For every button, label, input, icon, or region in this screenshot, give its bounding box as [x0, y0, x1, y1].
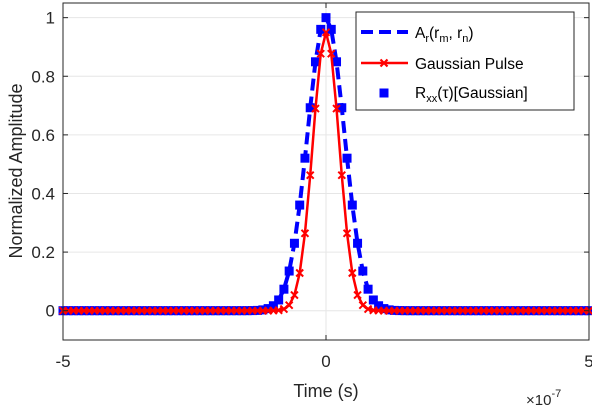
series-rxx-marker-54 [342, 153, 352, 163]
legend-label-ar: Ar(rm, rn) [415, 25, 474, 45]
series-gaussian-marker-51 [327, 49, 336, 58]
series-rxx-marker-52 [332, 57, 342, 67]
series-gaussian-marker-54 [342, 229, 352, 238]
series-gaussian-marker-52 [332, 104, 341, 113]
series-rxx-marker-43 [284, 266, 294, 276]
series-gaussian-marker-47 [306, 170, 315, 180]
series-rxx-marker-61 [379, 304, 389, 314]
series-rxx-marker-53 [337, 103, 347, 113]
series-rxx-marker-46 [300, 153, 310, 163]
series-rxx-marker-44 [289, 238, 299, 248]
series-gaussian-marker-56 [353, 290, 362, 300]
y-tick-label-3: 0.6 [31, 126, 55, 145]
x-tick-label-2: 5 [584, 352, 592, 371]
series-gaussian-marker-49 [316, 49, 325, 58]
series-gaussian-marker-46 [300, 229, 310, 238]
series-rxx-marker-48 [310, 57, 320, 67]
series-rxx-marker-42 [279, 284, 289, 294]
series-rxx-marker-56 [353, 238, 363, 248]
series-rxx-marker-57 [358, 266, 368, 276]
ticks: -5 0 5 0 0.2 0.4 0.6 0.8 1 [31, 3, 592, 371]
series-rxx-marker-55 [347, 200, 357, 210]
x-axis-multiplier: ×10-7 [526, 388, 561, 408]
legend-swatch-gaussian-pulse-marker [379, 58, 389, 68]
series-rxx-marker-50 [321, 13, 331, 23]
legend-swatch-rxx-marker [379, 88, 389, 98]
x-tick-label-0: -5 [55, 352, 70, 371]
y-tick-label-1: 0.2 [31, 243, 55, 262]
y-tick-label-2: 0.4 [31, 184, 55, 203]
y-tick-label-4: 0.8 [31, 67, 55, 86]
series-gaussian-marker-48 [311, 104, 320, 113]
series-gaussian-marker-43 [284, 300, 294, 310]
x-axis-multiplier-exponent: -7 [551, 388, 561, 400]
series-rxx-marker-39 [263, 304, 273, 314]
series-gaussian-marker-53 [337, 170, 346, 180]
legend-box [355, 11, 575, 111]
x-axis-multiplier-base: ×10 [526, 392, 551, 408]
series-rxx-marker-45 [295, 200, 305, 210]
series-rxx-marker-51 [326, 24, 336, 34]
series-rxx-marker-47 [305, 103, 315, 113]
series-gaussian-marker-55 [348, 268, 357, 278]
y-tick-label-0: 0 [46, 302, 55, 321]
series-rxx-marker-59 [368, 295, 378, 305]
series-gaussian-marker-45 [295, 268, 304, 278]
legend-label-gaussian-pulse: Gaussian Pulse [415, 56, 524, 73]
series-rxx-marker-41 [274, 295, 284, 305]
series-rxx-marker-58 [363, 284, 373, 294]
series-rxx-marker-40 [268, 301, 278, 311]
series-gaussian-marker-50 [321, 28, 331, 37]
series-rxx-marker-60 [374, 301, 384, 311]
series-layer [58, 12, 592, 316]
series-gaussian-marker-44 [290, 290, 299, 300]
y-tick-label-5: 1 [46, 9, 55, 28]
series-rxx-marker-49 [316, 24, 326, 34]
legend-label-rxx: Rxx(τ)[Gaussian] [415, 85, 528, 105]
legend: Ar(rm, rn) Gaussian Pulse Rxx(τ)[Gaussia… [355, 11, 575, 111]
y-axis-label: Normalized Amplitude [6, 83, 26, 258]
x-tick-label-1: 0 [321, 352, 330, 371]
x-axis-label: Time (s) [293, 381, 358, 401]
